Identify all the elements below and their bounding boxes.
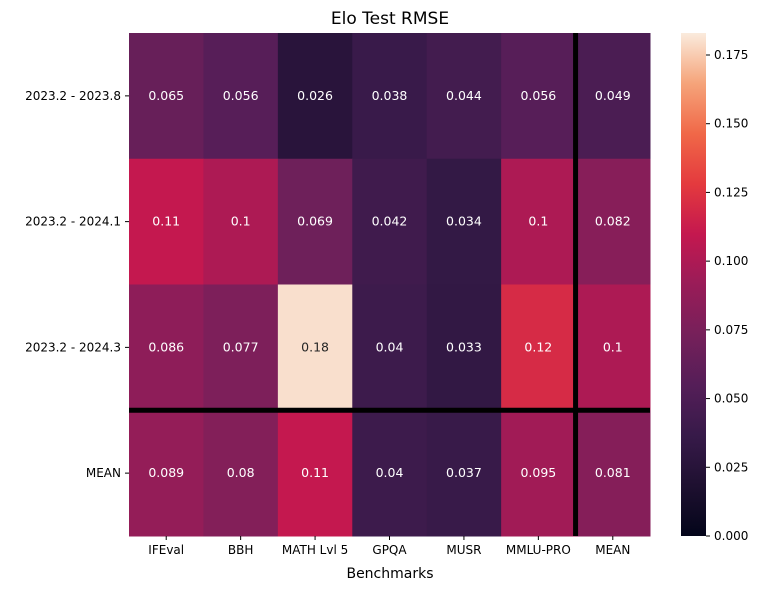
cell-value-label: 0.069 (297, 214, 333, 229)
cell-value-label: 0.042 (372, 214, 408, 229)
colorbar-tick-label: 0.025 (714, 460, 748, 474)
cell-value-label: 0.11 (152, 214, 180, 229)
heatmap-cell (352, 33, 428, 160)
colorbar-ticks: 0.000 0.025 0.050 0.075 0.100 0.125 0.150 0.175 (706, 48, 748, 543)
heatmap-cell (203, 33, 279, 160)
heatmap-cell (426, 284, 502, 411)
cell-value-label: 0.081 (595, 465, 631, 480)
colorbar-tick-label: 0.000 (714, 529, 748, 543)
cell-value-label: 0.1 (603, 339, 623, 354)
cell-value-label: 0.038 (372, 88, 408, 103)
cell-value-label: 0.056 (520, 88, 556, 103)
cell-value-label: 0.082 (595, 214, 631, 229)
x-axis-label: Benchmarks (346, 566, 433, 582)
colorbar-tick-label: 0.075 (714, 323, 748, 337)
colorbar-tick-label: 0.150 (714, 117, 748, 131)
heatmap-cell (575, 284, 651, 411)
x-tick-label: MATH Lvl 5 (282, 543, 348, 557)
heatmap-cell (129, 410, 204, 537)
heatmap-cell (277, 158, 353, 285)
heatmap-cell (575, 33, 651, 160)
x-tick-label: MEAN (595, 543, 630, 557)
heatmap-cell (203, 410, 279, 537)
y-tick-label: 2023.2 - 2023.8 (25, 89, 121, 103)
heatmap-cell (352, 158, 428, 285)
heatmap-cell (277, 33, 353, 160)
cell-value-label: 0.04 (376, 465, 404, 480)
heatmap-cell (277, 284, 353, 411)
x-tick-label: IFEval (148, 543, 184, 557)
heatmap-cell (277, 410, 353, 537)
cell-value-label: 0.089 (148, 465, 184, 480)
y-axis: 2023.2 - 2023.8 2023.2 - 2024.1 2023.2 - 2… (25, 89, 129, 480)
cell-value-label: 0.056 (223, 88, 259, 103)
cell-value-label: 0.044 (446, 88, 482, 103)
cell-value-label: 0.1 (231, 214, 251, 229)
cell-value-label: 0.08 (227, 465, 255, 480)
cell-value-label: 0.077 (223, 339, 259, 354)
cell-value-label: 0.11 (301, 465, 329, 480)
heatmap-cell (501, 158, 577, 285)
cell-value-label: 0.037 (446, 465, 482, 480)
cell-value-label: 0.034 (446, 214, 482, 229)
heatmap-cell (501, 284, 577, 411)
colorbar-tick-label: 0.125 (714, 185, 748, 199)
heatmap-cell (501, 410, 577, 537)
heatmap-cell (426, 158, 502, 285)
cell-value-label: 0.065 (148, 88, 184, 103)
cell-value-label: 0.095 (520, 465, 556, 480)
y-tick-label: 2023.2 - 2024.1 (25, 215, 121, 229)
heatmap-cell (129, 284, 204, 411)
heatmap-cell (352, 284, 428, 411)
colorbar-tick-label: 0.100 (714, 254, 748, 268)
heatmap-cell (501, 33, 577, 160)
separator-lines (129, 33, 650, 536)
heatmap-cell (129, 33, 204, 160)
x-tick-label: BBH (228, 543, 254, 557)
cell-value-label: 0.04 (376, 339, 404, 354)
colorbar-tick-label: 0.175 (714, 48, 748, 62)
heatmap-cell (426, 410, 502, 537)
heatmap-cell (352, 410, 428, 537)
x-tick-label: GPQA (372, 543, 407, 557)
cell-value-label: 0.086 (148, 339, 184, 354)
colorbar (681, 33, 706, 536)
y-tick-label: MEAN (86, 466, 121, 480)
chart-title: Elo Test RMSE (331, 9, 449, 29)
cell-value-label: 0.033 (446, 339, 482, 354)
cell-value-labels: 0.065 0.056 0.026 0.038 0.044 0.056 0.049 0.11 0… (148, 88, 630, 480)
heatmap-cell (203, 158, 279, 285)
y-tick-label: 2023.2 - 2024.3 (25, 340, 121, 354)
x-tick-label: MMLU-PRO (506, 543, 571, 557)
heatmap-cell (575, 410, 651, 537)
cell-value-label: 0.049 (595, 88, 631, 103)
cell-value-label: 0.1 (528, 214, 548, 229)
heatmap-cell (129, 158, 204, 285)
x-axis: IFEval BBH MATH Lvl 5 GPQA MUSR MMLU-PRO MEAN (148, 536, 630, 557)
cell-value-label: 0.18 (301, 339, 329, 354)
colorbar-tick-label: 0.050 (714, 392, 748, 406)
heatmap-cell (203, 284, 279, 411)
heatmap-cells (129, 33, 651, 537)
x-tick-label: MUSR (446, 543, 481, 557)
heatmap-cell (575, 158, 651, 285)
cell-value-label: 0.12 (524, 339, 552, 354)
cell-value-label: 0.026 (297, 88, 333, 103)
heatmap-cell (426, 33, 502, 160)
